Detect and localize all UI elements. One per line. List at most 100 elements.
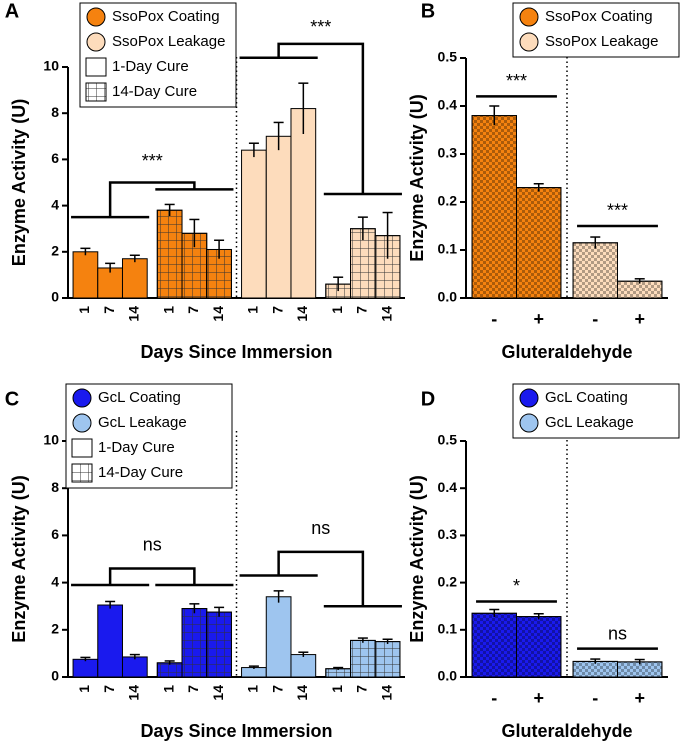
x-tick-label: 1 — [329, 685, 345, 693]
y-tick-label: 0.1 — [438, 621, 458, 637]
legend-label: GcL Leakage — [98, 414, 187, 431]
x-tick-label: 14 — [210, 685, 226, 701]
y-axis-label: Enzyme Activity (U) — [407, 94, 427, 261]
x-tick-label: 14 — [126, 306, 142, 322]
bar-pattern — [350, 639, 376, 678]
sig-label: ns — [608, 623, 627, 643]
bar — [121, 656, 148, 678]
bar — [290, 654, 317, 678]
bar — [121, 258, 148, 299]
y-tick-label: 10 — [43, 58, 59, 74]
x-tick-label: 14 — [126, 685, 142, 701]
bar — [97, 604, 123, 678]
y-tick-label: 0.5 — [438, 432, 458, 448]
legend-label: 14-Day Cure — [98, 464, 183, 481]
legend-marker — [86, 32, 106, 52]
x-tick-label: 7 — [354, 685, 370, 693]
x-tick-label: - — [491, 309, 497, 329]
legend-label: GcL Coating — [545, 389, 628, 406]
bar — [290, 108, 317, 299]
legend-marker — [519, 413, 539, 433]
legend-label: 1-Day Cure — [112, 58, 189, 75]
x-tick-label: 14 — [294, 306, 310, 322]
sig-label: *** — [506, 71, 527, 91]
x-tick-label: 7 — [269, 306, 285, 314]
x-axis-label: Gluteraldehyde — [501, 721, 632, 741]
y-axis-label: Enzyme Activity (U) — [9, 99, 29, 266]
y-tick-label: 0.4 — [438, 479, 458, 495]
legend-marker — [519, 388, 539, 408]
y-tick-label: 4 — [51, 196, 59, 212]
sig-bracket — [277, 550, 365, 607]
x-tick-label: + — [634, 309, 645, 329]
sig-label: *** — [310, 17, 331, 37]
legend-box — [65, 383, 233, 489]
legend-marker — [72, 413, 92, 433]
panel-label: B — [421, 0, 435, 22]
legend-marker — [519, 7, 539, 27]
x-axis-label: Gluteraldehyde — [501, 342, 632, 362]
legend-label: GcL Leakage — [545, 414, 634, 431]
legend-box — [512, 383, 680, 439]
bar-pattern — [471, 115, 517, 299]
x-tick-label: - — [592, 688, 598, 708]
x-tick-label: 14 — [210, 306, 226, 322]
sig-bracket — [108, 567, 196, 585]
y-tick-label: 6 — [51, 526, 59, 542]
x-tick-label: 7 — [185, 306, 201, 314]
sig-bracket — [108, 181, 196, 218]
sig-label: * — [513, 576, 520, 596]
y-tick-label: 0.1 — [438, 241, 458, 257]
x-tick-label: - — [491, 688, 497, 708]
bar-pattern — [516, 616, 562, 678]
legend-marker — [86, 7, 106, 27]
y-tick-label: 0.2 — [438, 573, 458, 589]
y-tick-label: 8 — [51, 104, 59, 120]
x-tick-label: 1 — [329, 306, 345, 314]
legend-marker — [85, 57, 107, 77]
bar — [72, 658, 99, 678]
y-tick-label: 10 — [43, 432, 59, 448]
panel-label: D — [421, 388, 435, 410]
bar-pattern — [156, 209, 183, 299]
sig-label: *** — [607, 200, 628, 220]
panel-label: A — [5, 0, 19, 22]
bar-pattern — [181, 608, 208, 678]
x-tick-label: 1 — [76, 685, 92, 693]
x-axis-label: Days Since Immersion — [140, 342, 332, 362]
x-tick-label: + — [634, 688, 645, 708]
bar-pattern — [572, 242, 618, 299]
y-tick-label: 0.5 — [438, 49, 458, 65]
sig-label: ns — [311, 518, 330, 538]
y-tick-label: 2 — [51, 243, 59, 259]
bar-pattern — [471, 612, 517, 678]
y-tick-label: 6 — [51, 150, 59, 166]
legend-marker-pattern — [71, 463, 93, 483]
bar-pattern — [516, 187, 562, 299]
x-axis-label: Days Since Immersion — [140, 721, 332, 741]
x-tick-label: 7 — [269, 685, 285, 693]
x-tick-label: 14 — [294, 685, 310, 701]
x-tick-label: 1 — [245, 306, 261, 314]
y-tick-label: 2 — [51, 621, 59, 637]
y-tick-label: 0.3 — [438, 145, 458, 161]
legend-box — [512, 2, 680, 58]
y-tick-label: 0.3 — [438, 526, 458, 542]
x-tick-label: + — [533, 688, 544, 708]
bar — [265, 135, 292, 299]
x-tick-label: 7 — [354, 306, 370, 314]
bar — [241, 149, 267, 299]
legend-label: 14-Day Cure — [112, 83, 197, 100]
bar-pattern — [325, 668, 352, 678]
legend-label: GcL Coating — [98, 389, 181, 406]
legend-label: SsoPox Leakage — [112, 33, 225, 50]
legend-marker — [519, 32, 539, 52]
bar-pattern — [374, 641, 401, 678]
panel-label: C — [5, 388, 19, 410]
x-tick-label: 7 — [185, 685, 201, 693]
bar — [265, 596, 292, 678]
sig-label: *** — [142, 151, 163, 171]
x-tick-label: 1 — [160, 685, 176, 693]
x-tick-label: 7 — [101, 685, 117, 693]
